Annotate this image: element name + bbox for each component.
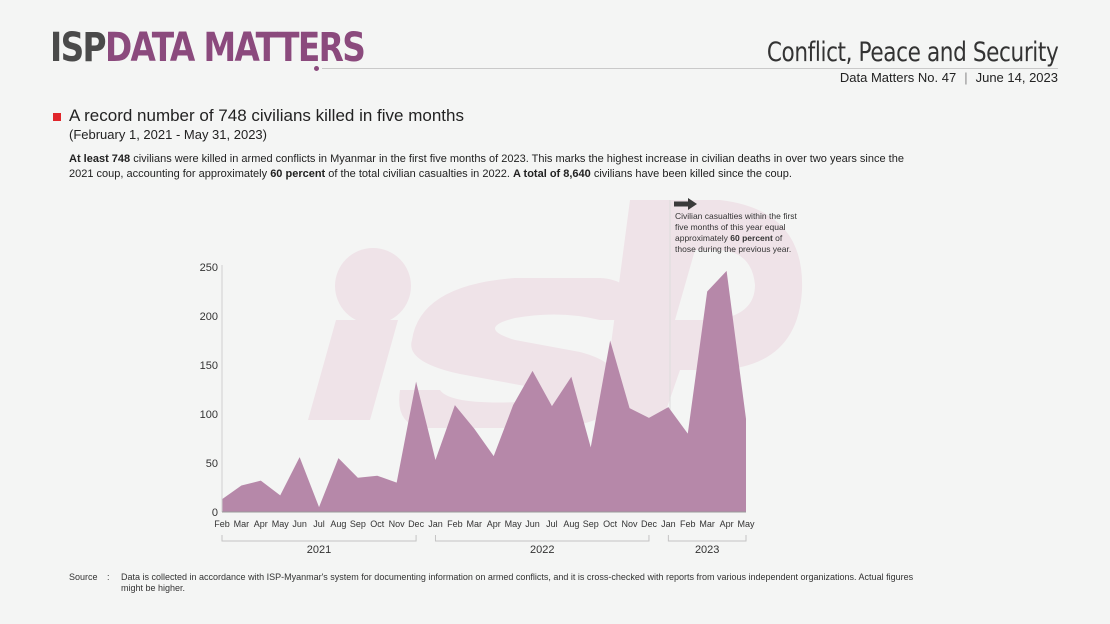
- section-title: Conflict, Peace and Security: [766, 37, 1059, 68]
- y-tick-label: 200: [200, 311, 218, 323]
- headline-date-range: (February 1, 2021 - May 31, 2023): [69, 127, 267, 142]
- issue-info: Data Matters No. 47 | June 14, 2023: [840, 70, 1058, 85]
- year-label: 2022: [530, 544, 554, 556]
- summary-text-6: civilians have been killed since the cou…: [590, 168, 792, 180]
- year-label: 2021: [307, 544, 331, 556]
- x-tick-label: May: [505, 519, 523, 529]
- x-tick-label: Jul: [546, 519, 558, 529]
- chart-annotation: Civilian casualties within the first fiv…: [675, 211, 800, 255]
- headline-bullet-icon: [53, 113, 61, 121]
- logo-isp-text: ISP: [50, 25, 107, 71]
- logo-data-matters-text: DATA MATTERS: [104, 25, 366, 71]
- x-tick-label: Sep: [350, 519, 366, 529]
- x-tick-label: Oct: [370, 519, 385, 529]
- summary-bold-3: 60 percent: [270, 168, 326, 180]
- x-tick-label: Mar: [234, 519, 250, 529]
- year-bracket: [667, 535, 747, 542]
- isp-logo: ISPDATA MATTERS: [50, 25, 366, 71]
- annotation-text-1: Civilian casualties within the first fiv…: [675, 211, 797, 243]
- x-tick-label: Apr: [254, 519, 268, 529]
- source-text: Data is collected in accordance with ISP…: [121, 572, 914, 593]
- x-tick-label: Jun: [525, 519, 540, 529]
- x-tick-label: Oct: [603, 519, 618, 529]
- x-tick-label: Mar: [467, 519, 483, 529]
- x-tick-label: Feb: [214, 519, 230, 529]
- x-tick-label: Dec: [408, 519, 425, 529]
- issue-date: June 14, 2023: [975, 70, 1058, 85]
- issue-number: Data Matters No. 47: [839, 70, 957, 85]
- x-tick-label: Nov: [622, 519, 639, 529]
- x-tick-label: May: [272, 519, 290, 529]
- summary-bold-5: A total of 8,640: [512, 168, 591, 180]
- x-tick-label: Mar: [699, 519, 715, 529]
- source-label: Source: [69, 572, 98, 582]
- year-bracket: [221, 535, 417, 542]
- x-tick-label: Aug: [330, 519, 346, 529]
- x-tick-label: Jul: [313, 519, 325, 529]
- summary-text-2: civilians were killed in armed conflicts…: [69, 153, 904, 180]
- y-tick-label: 0: [212, 507, 218, 519]
- year-label: 2023: [695, 544, 719, 556]
- annotation-bold: 60 percent: [730, 233, 773, 243]
- x-tick-label: May: [737, 519, 755, 529]
- headline-title: A record number of 748 civilians killed …: [69, 106, 464, 125]
- x-tick-label: Apr: [720, 519, 734, 529]
- logo-dot-icon: [314, 66, 319, 71]
- x-tick-label: Aug: [563, 519, 579, 529]
- casualties-area-series: [222, 270, 746, 512]
- x-tick-label: Apr: [487, 519, 501, 529]
- arrow-right-icon: [674, 198, 697, 210]
- x-tick-label: Nov: [389, 519, 406, 529]
- annotation-text-2: of those during the previous year.: [675, 233, 792, 254]
- source-colon: :: [107, 572, 110, 582]
- summary-paragraph: At least 748 civilians were killed in ar…: [69, 152, 919, 182]
- x-tick-label: Jan: [661, 519, 676, 529]
- y-tick-label: 50: [206, 458, 218, 470]
- x-tick-label: Jan: [428, 519, 443, 529]
- year-bracket: [434, 535, 650, 542]
- x-tick-label: Feb: [447, 519, 463, 529]
- summary-text-4: of the total civilian casualties in 2022…: [325, 168, 513, 180]
- header-divider: [322, 68, 1058, 69]
- x-tick-label: Feb: [680, 519, 696, 529]
- x-tick-label: Dec: [641, 519, 658, 529]
- summary-bold-1: At least 748: [69, 153, 131, 165]
- x-tick-label: Sep: [583, 519, 599, 529]
- x-tick-label: Jun: [292, 519, 307, 529]
- y-tick-label: 150: [200, 360, 218, 372]
- issue-separator: |: [964, 70, 968, 85]
- y-tick-label: 100: [200, 409, 218, 421]
- y-tick-label: 250: [200, 262, 218, 274]
